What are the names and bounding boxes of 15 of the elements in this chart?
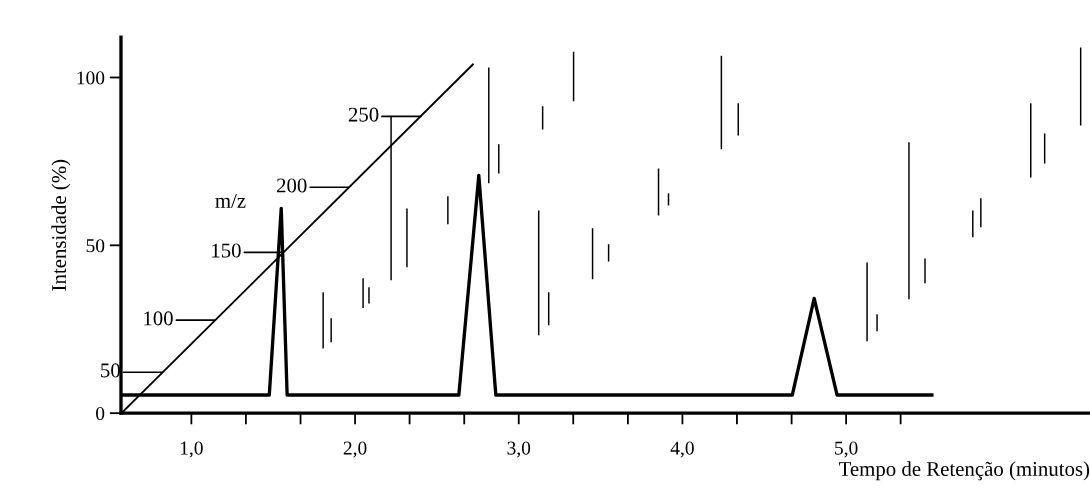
x-tick-label: 1,0 (180, 441, 203, 458)
x-tick-label: 5,0 (835, 441, 858, 458)
y-tick-label: 0 (96, 406, 105, 421)
annotation: 100 (144, 311, 173, 326)
annotation: m/z (215, 193, 246, 208)
x-tick-label: 4,0 (670, 441, 694, 458)
x-axis-title: Tempo de Retenção (minutos) (839, 461, 1090, 481)
x-tick-label: 2,0 (343, 441, 367, 458)
annotation: 150 (212, 243, 241, 258)
y-tick-label: 100 (77, 71, 105, 85)
annotation: 200 (277, 178, 307, 193)
y-tick-label: 50 (86, 239, 105, 253)
annotation: 250 (348, 107, 379, 122)
y-axis-title: Intensidade (%) (51, 159, 71, 291)
x-tick-label: 3,0 (507, 441, 531, 458)
